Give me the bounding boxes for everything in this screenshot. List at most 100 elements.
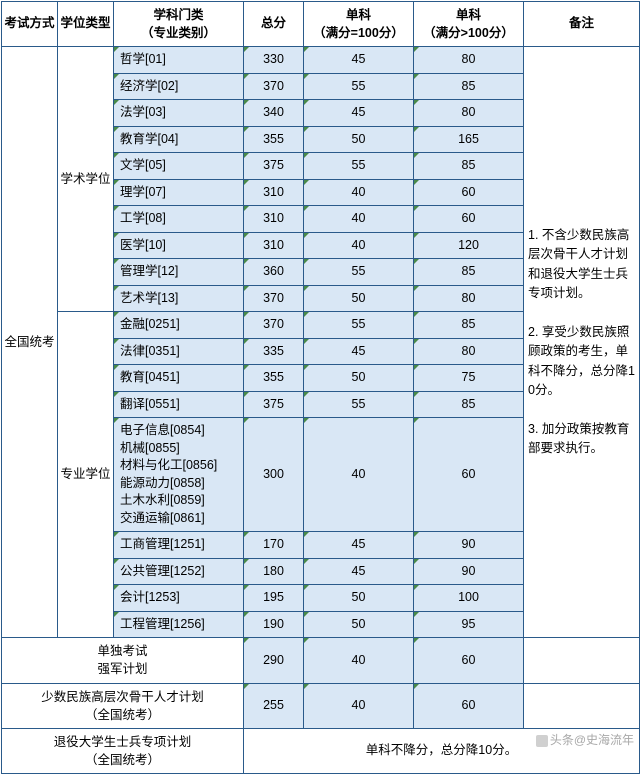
cell: 教育[0451] [114, 365, 244, 392]
cell: 60 [414, 179, 524, 206]
watermark-icon [536, 735, 548, 747]
header-s100: 单科（满分=100分） [304, 2, 414, 47]
header-row: 考试方式 学位类型 学科门类（专业类别） 总分 单科（满分=100分） 单科（满… [2, 2, 640, 47]
cell: 80 [414, 100, 524, 127]
cell: 375 [244, 391, 304, 418]
cell: 医学[10] [114, 232, 244, 259]
cell: 375 [244, 153, 304, 180]
bottom-label: 退役大学生士兵专项计划（全国统考） [2, 728, 244, 773]
cell: 90 [414, 532, 524, 559]
score-table: 考试方式 学位类型 学科门类（专业类别） 总分 单科（满分=100分） 单科（满… [1, 1, 640, 774]
cell: 60 [414, 206, 524, 233]
cell: 40 [304, 206, 414, 233]
cell: 40 [304, 418, 414, 532]
cell: 355 [244, 126, 304, 153]
table-row: 单独考试强军计划2904060 [2, 638, 640, 683]
cell: 50 [304, 611, 414, 638]
cell: 120 [414, 232, 524, 259]
cell: 电子信息[0854]机械[0855]材料与化工[0856]能源动力[0858]土… [114, 418, 244, 532]
header-remarks: 备注 [524, 2, 640, 47]
cell: 法律[0351] [114, 338, 244, 365]
cell: 50 [304, 585, 414, 612]
watermark-text: 头条@史海流年 [550, 733, 634, 747]
cell: 文学[05] [114, 153, 244, 180]
cell: 300 [244, 418, 304, 532]
cell: 55 [304, 391, 414, 418]
cell: 45 [304, 338, 414, 365]
degree-academic-cell: 学术学位 [58, 47, 114, 312]
cell: 80 [414, 338, 524, 365]
cell: 55 [304, 312, 414, 339]
cell: 40 [304, 638, 414, 683]
cell: 80 [414, 285, 524, 312]
cell: 370 [244, 312, 304, 339]
cell: 255 [244, 683, 304, 728]
cell: 60 [414, 418, 524, 532]
cell: 经济学[02] [114, 73, 244, 100]
cell: 190 [244, 611, 304, 638]
cell: 85 [414, 153, 524, 180]
cell: 50 [304, 365, 414, 392]
cell: 370 [244, 73, 304, 100]
table-row: 少数民族高层次骨干人才计划（全国统考）2554060 [2, 683, 640, 728]
cell: 法学[03] [114, 100, 244, 127]
cell: 50 [304, 126, 414, 153]
cell: 翻译[0551] [114, 391, 244, 418]
cell: 85 [414, 259, 524, 286]
cell: 哲学[01] [114, 47, 244, 74]
cell: 55 [304, 153, 414, 180]
cell: 165 [414, 126, 524, 153]
cell: 管理学[12] [114, 259, 244, 286]
cell: 40 [304, 232, 414, 259]
cell: 理学[07] [114, 179, 244, 206]
cell: 195 [244, 585, 304, 612]
cell: 40 [304, 179, 414, 206]
cell: 340 [244, 100, 304, 127]
cell: 60 [414, 638, 524, 683]
table-row: 全国统考学术学位哲学[01]33045801. 不含少数民族高层次骨干人才计划和… [2, 47, 640, 74]
cell: 95 [414, 611, 524, 638]
cell: 45 [304, 100, 414, 127]
empty-remark [524, 683, 640, 728]
header-subject: 学科门类（专业类别） [114, 2, 244, 47]
cell: 355 [244, 365, 304, 392]
cell: 公共管理[1252] [114, 558, 244, 585]
cell: 55 [304, 259, 414, 286]
cell: 工学[08] [114, 206, 244, 233]
cell: 40 [304, 683, 414, 728]
header-sgt: 单科（满分>100分） [414, 2, 524, 47]
bottom-label: 单独考试强军计划 [2, 638, 244, 683]
cell: 55 [304, 73, 414, 100]
cell: 85 [414, 312, 524, 339]
cell: 335 [244, 338, 304, 365]
cell: 工商管理[1251] [114, 532, 244, 559]
cell: 360 [244, 259, 304, 286]
table-body: 全国统考学术学位哲学[01]33045801. 不含少数民族高层次骨干人才计划和… [2, 47, 640, 774]
watermark: 头条@史海流年 [536, 731, 634, 748]
cell: 330 [244, 47, 304, 74]
cell: 90 [414, 558, 524, 585]
cell: 教育学[04] [114, 126, 244, 153]
cell: 75 [414, 365, 524, 392]
cell: 310 [244, 232, 304, 259]
bottom-label: 少数民族高层次骨干人才计划（全国统考） [2, 683, 244, 728]
header-degree-type: 学位类型 [58, 2, 114, 47]
empty-remark [524, 638, 640, 683]
cell: 370 [244, 285, 304, 312]
cell: 会计[1253] [114, 585, 244, 612]
remarks-cell: 1. 不含少数民族高层次骨干人才计划和退役大学生士兵专项计划。2. 享受少数民族… [524, 47, 640, 638]
degree-professional-cell: 专业学位 [58, 312, 114, 638]
cell: 170 [244, 532, 304, 559]
cell: 80 [414, 47, 524, 74]
cell: 艺术学[13] [114, 285, 244, 312]
cell: 85 [414, 73, 524, 100]
header-total: 总分 [244, 2, 304, 47]
cell: 工程管理[1256] [114, 611, 244, 638]
cell: 金融[0251] [114, 312, 244, 339]
cell: 60 [414, 683, 524, 728]
cell: 310 [244, 179, 304, 206]
cell: 290 [244, 638, 304, 683]
cell: 310 [244, 206, 304, 233]
header-exam-type: 考试方式 [2, 2, 58, 47]
cell: 180 [244, 558, 304, 585]
